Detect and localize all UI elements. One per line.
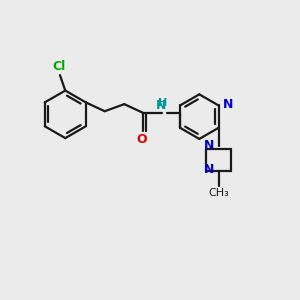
Text: O: O <box>136 133 147 146</box>
Text: H: H <box>158 98 167 108</box>
Text: CH₃: CH₃ <box>208 188 229 198</box>
Text: N: N <box>204 164 214 176</box>
Text: N: N <box>156 99 166 112</box>
Text: N: N <box>223 98 233 111</box>
Text: Cl: Cl <box>53 60 66 73</box>
Text: N: N <box>204 139 214 152</box>
